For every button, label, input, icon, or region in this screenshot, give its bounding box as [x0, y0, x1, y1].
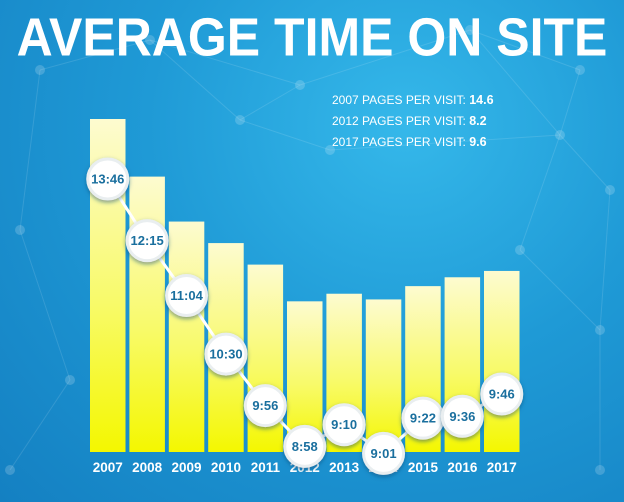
value-marker: 11:04 [165, 274, 209, 318]
network-node [605, 185, 615, 195]
network-node [15, 225, 25, 235]
data-label: 8:58 [292, 439, 318, 454]
marker-circle [283, 424, 327, 468]
network-line [19, 69, 41, 231]
network-line [329, 134, 561, 151]
marker-circle [86, 157, 130, 201]
x-tick-label: 2009 [172, 460, 202, 475]
value-marker: 8:58 [283, 424, 327, 468]
x-tick-label: 2008 [132, 460, 163, 475]
bar-2014 [365, 299, 402, 452]
x-tick-label: 2007 [93, 460, 123, 475]
bar-2008 [129, 176, 165, 452]
data-label: 9:36 [449, 409, 475, 424]
network-node [65, 375, 75, 385]
value-markers: 13:46 12:15 11:04 10:30 9:56 8:58 9:10 9:01 9:22… [86, 157, 524, 475]
network-node [515, 245, 525, 255]
value-marker: 9:01 [362, 431, 406, 475]
stat-value: 8.2 [469, 114, 487, 128]
marker-circle [362, 431, 406, 475]
marker-circle [243, 384, 287, 428]
network-line [9, 379, 71, 471]
data-label: 9:22 [410, 411, 436, 426]
network-node [5, 465, 15, 475]
bar-2009 [168, 221, 205, 452]
x-tick-label: 2013 [329, 460, 360, 475]
network-node [325, 145, 335, 155]
stat-value: 9.6 [469, 135, 487, 149]
stat-label: 2007 PAGES PER VISIT: [332, 93, 466, 107]
network-line [469, 29, 561, 136]
x-tick-label: 2010 [211, 460, 241, 475]
data-label: 10:30 [209, 347, 242, 362]
marker-circle [125, 219, 169, 263]
marker-circle [322, 403, 366, 447]
network-line [239, 84, 301, 121]
network-line [149, 39, 241, 121]
network-line [559, 69, 581, 136]
stat-label: 2017 PAGES PER VISIT: [332, 135, 466, 149]
data-label: 9:56 [252, 398, 278, 413]
value-marker: 9:10 [322, 403, 366, 447]
stat-row: 2017 PAGES PER VISIT: 9.6 [332, 132, 494, 153]
value-marker: 9:46 [480, 372, 524, 416]
network-node [295, 80, 305, 90]
value-marker: 12:15 [125, 219, 169, 263]
page-title: AVERAGE TIME ON SITE [16, 7, 608, 68]
bar-2017 [484, 270, 520, 452]
x-tick-label: 2015 [408, 460, 439, 475]
network-line [599, 189, 611, 331]
network-node [35, 65, 45, 75]
value-marker: 9:36 [440, 394, 484, 438]
stat-row: 2007 PAGES PER VISIT: 14.6 [332, 90, 494, 111]
network-line [559, 134, 611, 191]
network-line [299, 29, 471, 86]
network-node [595, 465, 605, 475]
data-label: 9:46 [489, 386, 515, 401]
data-label: 9:10 [331, 417, 357, 432]
marker-circle [204, 332, 248, 376]
marker-circle [480, 372, 524, 416]
data-label: 11:04 [170, 288, 203, 303]
value-marker: 13:46 [86, 157, 130, 201]
pages-per-visit-stats: 2007 PAGES PER VISIT: 14.6 2012 PAGES PE… [332, 90, 494, 153]
x-tick-label: 2011 [251, 460, 281, 475]
network-node [555, 130, 565, 140]
marker-circle [440, 394, 484, 438]
value-marker: 9:56 [243, 384, 287, 428]
x-tick-label: 2017 [487, 460, 517, 475]
network-node [465, 25, 475, 35]
stat-label: 2012 PAGES PER VISIT: [332, 114, 466, 128]
stat-row: 2012 PAGES PER VISIT: 8.2 [332, 111, 494, 132]
value-marker: 9:22 [401, 396, 445, 440]
network-line [39, 39, 151, 71]
marker-circle [165, 274, 209, 318]
stat-value: 14.6 [469, 93, 494, 107]
x-tick-label: 2016 [447, 460, 478, 475]
network-node [145, 35, 155, 45]
network-line [19, 229, 71, 381]
network-line [149, 39, 301, 86]
network-line [239, 119, 331, 151]
network-line [469, 29, 581, 71]
value-marker: 10:30 [204, 332, 248, 376]
network-line [519, 134, 561, 251]
network-node [235, 115, 245, 125]
data-label: 12:15 [131, 233, 164, 248]
data-label: 9:01 [371, 446, 397, 461]
network-node [575, 65, 585, 75]
network-line [519, 249, 601, 331]
network-node [595, 325, 605, 335]
data-label: 13:46 [91, 172, 124, 187]
